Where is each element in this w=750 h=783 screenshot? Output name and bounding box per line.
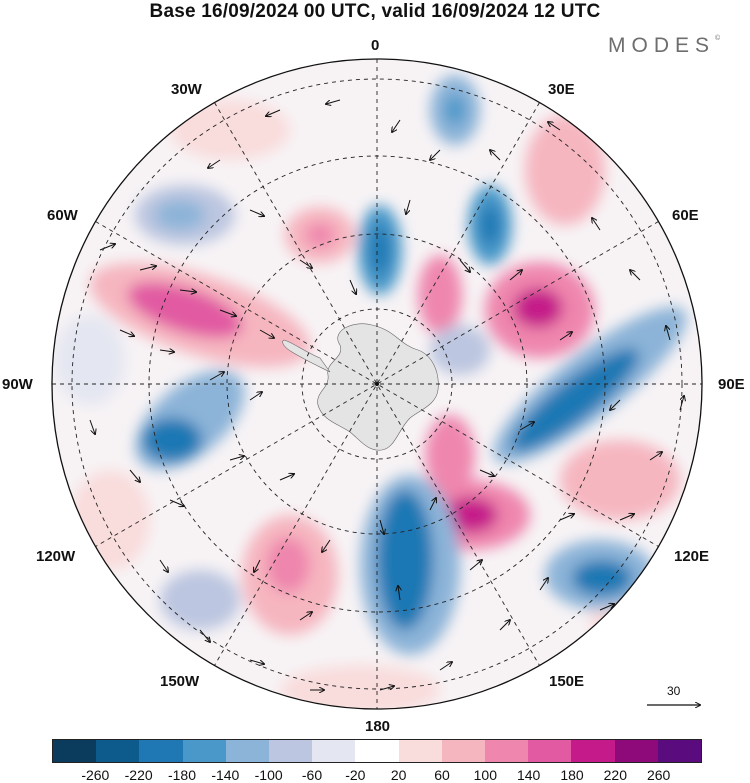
brand-mark: © bbox=[715, 35, 721, 42]
colorbar-swatch bbox=[485, 740, 529, 762]
colorbar-tick-label: -260 bbox=[81, 767, 110, 783]
colorbar-tick-label: 140 bbox=[516, 767, 541, 783]
antarctica-landmass bbox=[317, 323, 439, 451]
lon-label-0: 0 bbox=[371, 37, 380, 54]
colorbar-swatch bbox=[571, 740, 615, 762]
colorbar-swatch bbox=[312, 740, 356, 762]
lon-label-90e: 90E bbox=[718, 376, 745, 393]
colorbar-swatch bbox=[96, 740, 140, 762]
graticule bbox=[52, 59, 702, 709]
brand-text: MODES bbox=[608, 34, 716, 57]
colorbar-tick-label: 60 bbox=[434, 767, 450, 783]
lon-label-30w: 30W bbox=[171, 81, 202, 98]
colorbar-tick-label: -60 bbox=[301, 767, 323, 783]
colorbar-tick-label: 220 bbox=[603, 767, 628, 783]
lon-label-120w: 120W bbox=[36, 548, 76, 565]
lon-label-180: 180 bbox=[365, 718, 391, 735]
antarctic-peninsula bbox=[282, 339, 331, 373]
colorbar-swatch bbox=[528, 740, 572, 762]
colorbar-tick-label: -220 bbox=[124, 767, 153, 783]
modes-logo: MODES© bbox=[608, 34, 720, 58]
lon-label-90w: 90W bbox=[2, 376, 33, 393]
colorbar-swatch bbox=[657, 740, 702, 762]
colorbar-tick-label: -20 bbox=[345, 767, 366, 783]
colorbar bbox=[52, 739, 702, 763]
colorbar-swatch bbox=[53, 740, 97, 762]
colorbar-tick-label: 100 bbox=[473, 767, 498, 783]
colorbar-tick-label: 180 bbox=[560, 767, 584, 783]
lon-label-60w: 60W bbox=[47, 207, 78, 224]
colorbar-swatch bbox=[182, 740, 226, 762]
map-title: Base 16/09/2024 00 UTC, valid 16/09/2024… bbox=[149, 1, 601, 22]
colorbar-tick-label: -140 bbox=[211, 767, 240, 783]
wind-vectors bbox=[89, 99, 684, 690]
lon-label-150e: 150E bbox=[549, 673, 585, 690]
colorbar-swatch bbox=[614, 740, 658, 762]
colorbar-swatch bbox=[398, 740, 442, 762]
colorbar-tick-label: 260 bbox=[646, 767, 671, 783]
colorbar-tick-label: -180 bbox=[167, 767, 197, 783]
colorbar-tick-label: 20 bbox=[390, 767, 407, 783]
colorbar-swatch bbox=[355, 740, 399, 762]
map-disc bbox=[52, 59, 702, 709]
map-border bbox=[51, 58, 703, 710]
lon-label-150w: 150W bbox=[160, 673, 200, 690]
south-pole-marker bbox=[375, 382, 379, 386]
reference-vector-value: 30 bbox=[667, 684, 681, 698]
colorbar-swatch bbox=[225, 740, 270, 762]
colorbar-tick-label: -100 bbox=[254, 767, 283, 783]
colorbar-swatch bbox=[269, 740, 313, 762]
colorbar-swatch bbox=[441, 740, 486, 762]
lon-label-120e: 120E bbox=[674, 548, 710, 565]
lon-label-30e: 30E bbox=[548, 81, 575, 98]
colorbar-swatch bbox=[139, 740, 183, 762]
lon-label-60e: 60E bbox=[672, 207, 699, 224]
